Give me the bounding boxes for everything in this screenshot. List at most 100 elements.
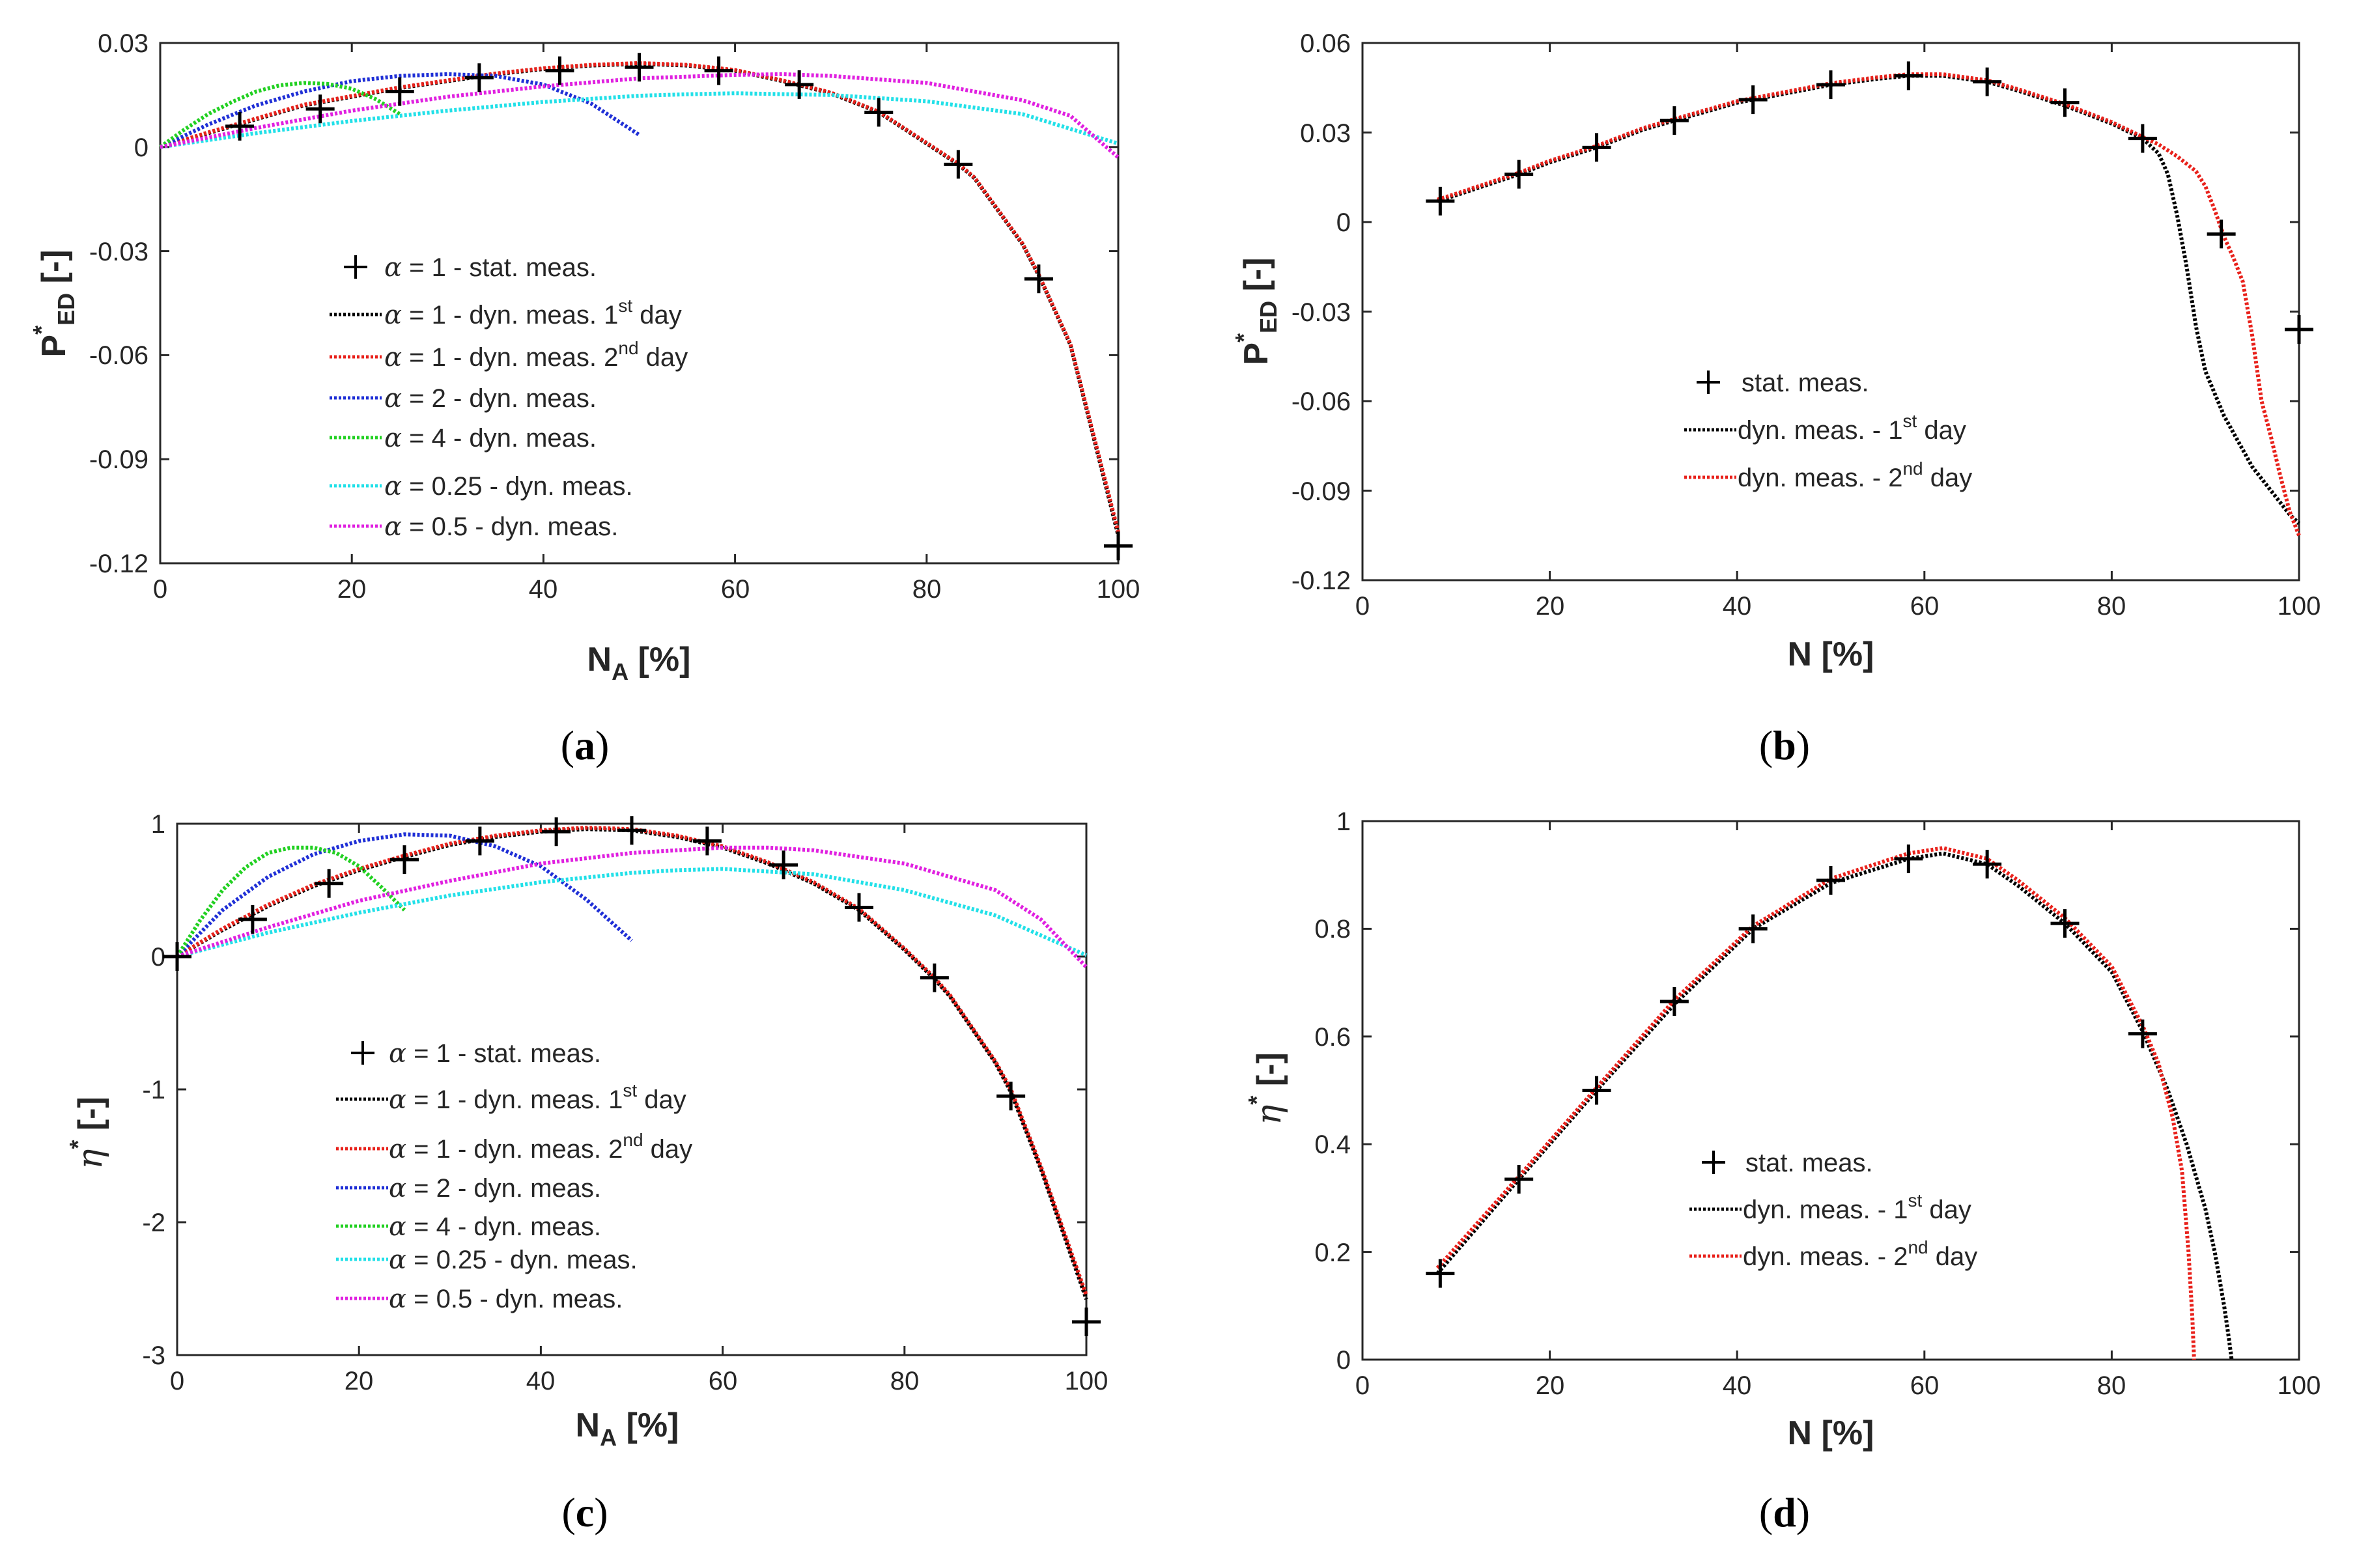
data-point-marker xyxy=(1582,1076,1611,1105)
legend-label: stat. meas. xyxy=(1745,1149,1873,1177)
legend-label: α = 1 - dyn. meas. 1st day xyxy=(389,1080,686,1115)
panel-c-x-axis-label: NA [%] xyxy=(576,1407,679,1451)
data-point-marker xyxy=(390,845,419,875)
panel-a-caption: (a) xyxy=(561,722,610,768)
panel-b-y-tick-labels: 0.06 0.03 0 -0.03 -0.06 -0.09 -0.12 xyxy=(1291,29,1351,595)
legend-entry: α = 1 - dyn. meas. 2nd day xyxy=(336,1130,692,1164)
data-point-marker xyxy=(2050,88,2080,117)
y-tick-label: 0.6 xyxy=(1314,1023,1351,1052)
legend-label: α = 0.25 - dyn. meas. xyxy=(389,1245,638,1275)
panel-a-y-tick-labels: 0.03 0 -0.03 -0.06 -0.09 -0.12 xyxy=(89,29,148,578)
data-point-marker xyxy=(1659,987,1689,1016)
y-tick-label: 1 xyxy=(1336,807,1351,836)
panel-c-axes-box xyxy=(176,822,1088,1356)
legend-label: α = 1 - stat. meas. xyxy=(384,253,597,283)
legend-entry: α = 2 - dyn. meas. xyxy=(336,1173,601,1203)
y-tick-label: -0.12 xyxy=(89,550,148,578)
legend-text: = 1 - stat. meas. xyxy=(402,253,597,282)
panel-d-chart: 0 20 40 60 80 100 1 0.8 0.6 0.4 0.2 0 N … xyxy=(1243,807,2321,1535)
legend-text: = 1 - dyn. meas. 2 xyxy=(402,343,618,372)
y-tick-label: 0 xyxy=(134,133,148,162)
data-point-marker xyxy=(704,56,733,85)
legend-entry: dyn. meas. - 1st day xyxy=(1689,1190,1971,1224)
legend-text: = 0.5 - dyn. meas. xyxy=(406,1285,623,1313)
panel-d-x-tick-labels: 0 20 40 60 80 100 xyxy=(1355,1371,2321,1400)
y-tick-label: -1 xyxy=(142,1076,165,1104)
panel-d-y-axis-label: η* [-] xyxy=(1243,1052,1289,1125)
y-tick-label: -0.09 xyxy=(89,445,148,474)
panel-c-y-axis-label: η* [-] xyxy=(64,1097,110,1169)
legend-prefix: dyn. meas. - 2 xyxy=(1738,464,1902,492)
panel-a-axes-box xyxy=(159,42,1120,565)
data-point-marker xyxy=(315,869,344,898)
y-tick-label: 0.2 xyxy=(1314,1239,1351,1267)
y-tick-label: -3 xyxy=(142,1341,165,1370)
panel-c-caption: (c) xyxy=(561,1489,608,1535)
series-a2-line xyxy=(159,72,641,149)
panel-b-chart: 0 20 40 60 80 100 0.06 0.03 0 -0.03 -0.0… xyxy=(1230,29,2321,768)
x-tick-label: 40 xyxy=(529,575,558,604)
y-axis-label-main: P xyxy=(35,335,73,357)
legend-text: = 1 - dyn. meas. 1 xyxy=(402,301,618,329)
x-tick-label: 60 xyxy=(1910,592,1940,621)
legend-alpha: α xyxy=(384,471,402,501)
x-tick-label: 60 xyxy=(709,1367,738,1395)
legend-after: day xyxy=(637,1085,686,1114)
legend-marker-plus xyxy=(1702,1151,1725,1174)
x-axis-label-main: N xyxy=(587,641,612,679)
data-point-marker xyxy=(545,56,574,85)
legend-after: day xyxy=(1917,416,1966,445)
legend-entry: α = 0.25 - dyn. meas. xyxy=(330,471,633,501)
y-axis-label-suffix: [-] xyxy=(1237,257,1275,300)
legend-text: = 0.5 - dyn. meas. xyxy=(402,512,618,541)
x-axis-label-main: N xyxy=(1788,636,1813,673)
data-point-marker xyxy=(305,94,335,124)
data-point-marker xyxy=(238,904,267,934)
y-axis-label-main: P xyxy=(1237,343,1275,365)
legend-text: = 1 - dyn. meas. 1 xyxy=(406,1085,623,1114)
legend-entry: α = 1 - stat. meas. xyxy=(351,1039,601,1069)
data-point-marker xyxy=(1582,133,1611,162)
series-a025-line xyxy=(176,867,1088,959)
legend-alpha: α xyxy=(384,423,402,453)
series-dyn2-line xyxy=(160,61,1120,533)
legend-label: dyn. meas. - 2nd day xyxy=(1743,1237,1977,1271)
y-tick-label: 1 xyxy=(151,810,165,839)
y-axis-label-sup: * xyxy=(28,326,55,335)
y-tick-label: -2 xyxy=(142,1209,165,1237)
data-point-marker xyxy=(1973,850,2002,879)
x-axis-label-suffix: [%] xyxy=(617,1407,679,1444)
plotted-series xyxy=(159,42,2313,1361)
panel-b-y-axis-label: P*ED [-] xyxy=(1230,257,1282,365)
x-tick-label: 40 xyxy=(1723,592,1752,621)
series-dyn1-line xyxy=(1435,851,2234,1360)
legend-text: = 2 - dyn. meas. xyxy=(402,384,597,413)
legend-entry: stat. meas. xyxy=(1697,369,1869,397)
y-tick-label: 0.4 xyxy=(1314,1130,1351,1159)
legend-sup: nd xyxy=(1902,458,1923,479)
y-tick-label: -0.03 xyxy=(1291,298,1351,327)
data-point-marker xyxy=(542,817,571,847)
legend-entry: α = 1 - stat. meas. xyxy=(344,253,597,283)
panel-b-legend: stat. meas. dyn. meas. - 1st day dyn. me… xyxy=(1684,369,1972,492)
series-a025-line xyxy=(160,91,1119,149)
x-tick-label: 20 xyxy=(345,1367,374,1395)
data-point-marker xyxy=(464,63,494,92)
legend-marker-plus xyxy=(344,255,367,279)
legend-text: = 1 - dyn. meas. 2 xyxy=(406,1135,623,1164)
legend-after: day xyxy=(1923,464,1973,492)
legend-sup: nd xyxy=(1908,1237,1928,1257)
legend-alpha: α xyxy=(389,1134,406,1164)
legend-sup: st xyxy=(1908,1190,1922,1211)
panel-a-x-axis-label: NA [%] xyxy=(587,641,691,685)
panel-a-chart: 0 20 40 60 80 100 0.03 0 -0.03 -0.06 -0.… xyxy=(28,29,1140,768)
x-tick-label: 80 xyxy=(2097,592,2126,621)
y-tick-label: 0.03 xyxy=(1300,119,1351,148)
data-point-marker xyxy=(1738,914,1768,944)
panel-c-plot-area xyxy=(163,816,1101,1356)
legend-label: α = 1 - dyn. meas. 2nd day xyxy=(384,338,688,372)
legend-label: stat. meas. xyxy=(1742,369,1869,397)
legend-entry: α = 0.25 - dyn. meas. xyxy=(336,1245,638,1275)
panel-b-axes-box xyxy=(1361,42,2300,581)
panel-b-x-tick-labels: 0 20 40 60 80 100 xyxy=(1355,592,2321,621)
